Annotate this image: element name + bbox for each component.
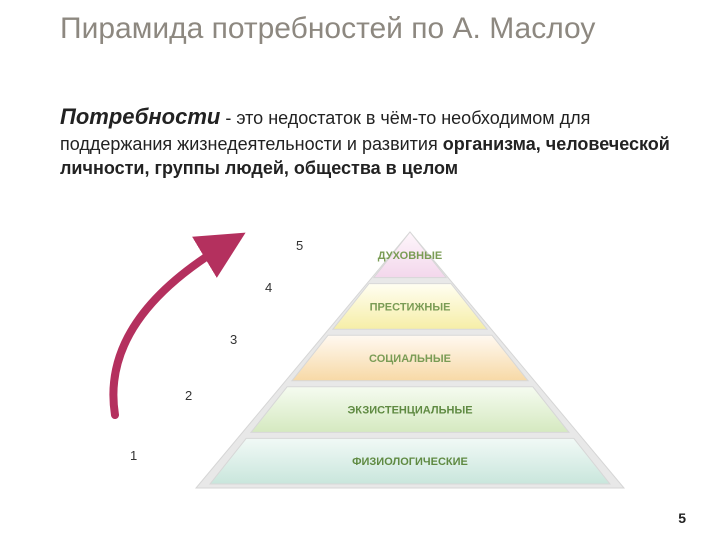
- upward-arrow-icon: [95, 230, 265, 420]
- pyramid-level-label: СОЦИАЛЬНЫЕ: [369, 353, 451, 365]
- slide-subtitle: Потребности - это недостаток в чём-то не…: [60, 102, 680, 180]
- level-number-5: 5: [296, 238, 326, 253]
- pyramid-level-label: ПРЕСТИЖНЫЕ: [370, 301, 451, 313]
- level-number-1: 1: [130, 448, 160, 463]
- slide-title: Пирамида потребностей по А. Маслоу: [60, 12, 680, 47]
- pyramid-level-label: ФИЗИОЛОГИЧЕСКИЕ: [352, 456, 468, 468]
- subtitle-lead: Потребности: [60, 104, 220, 129]
- pyramid-level-label: ЭКЗИСТЕНЦИАЛЬНЫЕ: [347, 405, 472, 417]
- level-number-4: 4: [265, 280, 295, 295]
- page-number: 5: [678, 510, 686, 526]
- pyramid-level-label: ДУХОВНЫЕ: [378, 250, 442, 262]
